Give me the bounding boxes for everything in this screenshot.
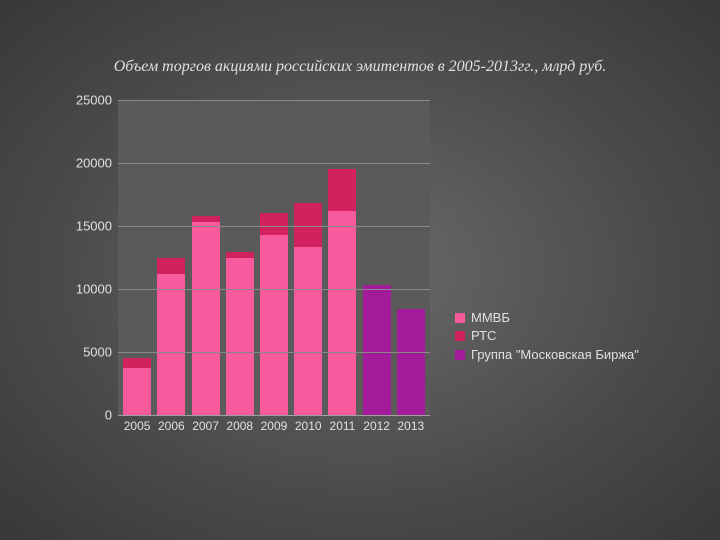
bar-group: 2007 [192, 100, 220, 415]
bar-group: 2013 [397, 100, 425, 415]
legend-label: РТС [471, 328, 496, 344]
legend-swatch [455, 313, 465, 323]
bar-segment [397, 309, 425, 415]
bar-group: 2011 [328, 100, 356, 415]
legend-label: ММВБ [471, 310, 510, 326]
y-tick-label: 5000 [57, 345, 112, 360]
gridline [118, 226, 430, 227]
gridline [118, 100, 430, 101]
y-tick-label: 25000 [57, 93, 112, 108]
chart-title: Объем торгов акциями российских эмитенто… [54, 58, 666, 76]
gridline [118, 163, 430, 164]
bar-group: 2009 [260, 100, 288, 415]
bar-segment [328, 211, 356, 415]
bar-segment [363, 285, 391, 415]
bar-segment [328, 169, 356, 211]
bar-group: 2008 [226, 100, 254, 415]
x-tick-label: 2010 [295, 419, 322, 433]
bars-container: 200520062007200820092010201120122013 [118, 100, 430, 415]
legend-swatch [455, 350, 465, 360]
bar-segment [260, 213, 288, 234]
bar-segment [157, 274, 185, 415]
bar-segment [157, 258, 185, 274]
x-tick-label: 2007 [192, 419, 219, 433]
bar-segment [123, 358, 151, 368]
x-tick-label: 2005 [124, 419, 151, 433]
bar-segment [123, 368, 151, 415]
legend-item: РТС [455, 328, 639, 344]
x-tick-label: 2008 [226, 419, 253, 433]
y-tick-label: 20000 [57, 156, 112, 171]
y-tick-label: 10000 [57, 282, 112, 297]
x-tick-label: 2009 [261, 419, 288, 433]
bar-segment [294, 247, 322, 415]
gridline [118, 289, 430, 290]
legend-item: ММВБ [455, 310, 639, 326]
bar-group: 2006 [157, 100, 185, 415]
gridline [118, 352, 430, 353]
legend-label: Группа "Московская Биржа" [471, 347, 639, 363]
x-tick-label: 2012 [363, 419, 390, 433]
x-tick-label: 2006 [158, 419, 185, 433]
y-tick-label: 15000 [57, 219, 112, 234]
bar-group: 2010 [294, 100, 322, 415]
legend: ММВБ РТС Группа "Московская Биржа" [455, 310, 639, 365]
plot-area: 200520062007200820092010201120122013 [118, 100, 430, 416]
bar-segment [192, 222, 220, 415]
bar-segment [226, 258, 254, 416]
y-tick-label: 0 [57, 408, 112, 423]
bar-segment [260, 235, 288, 415]
legend-swatch [455, 331, 465, 341]
x-tick-label: 2013 [398, 419, 425, 433]
x-tick-label: 2011 [330, 419, 356, 433]
bar-group: 2012 [363, 100, 391, 415]
bar-segment [192, 216, 220, 222]
bar-segment [226, 252, 254, 257]
legend-item: Группа "Московская Биржа" [455, 347, 639, 363]
bar-group: 2005 [123, 100, 151, 415]
chart-area: 200520062007200820092010201120122013 050… [60, 100, 430, 450]
